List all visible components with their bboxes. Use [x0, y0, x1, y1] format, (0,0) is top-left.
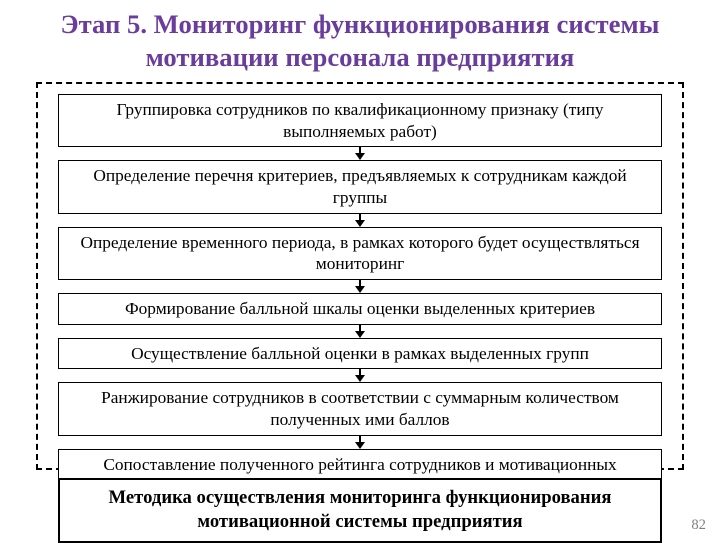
- arrow-down-icon: [355, 436, 365, 449]
- flowchart: Группировка сотрудников по квалификацион…: [58, 94, 662, 502]
- arrow-down-icon: [355, 214, 365, 227]
- page-number: 82: [691, 517, 706, 534]
- flow-step: Определение перечня критериев, предъявля…: [58, 160, 662, 213]
- arrow-down-icon: [355, 325, 365, 338]
- arrow-down-icon: [355, 147, 365, 160]
- arrow-down-icon: [355, 369, 365, 382]
- flow-step: Формирование балльной шкалы оценки выдел…: [58, 293, 662, 325]
- flow-step: Определение временного периода, в рамках…: [58, 227, 662, 280]
- final-summary-box: Методика осуществления мониторинга функц…: [58, 478, 662, 543]
- slide-root: Этап 5. Мониторинг функционирования сист…: [0, 0, 720, 540]
- flow-step: Осуществление балльной оценки в рамках в…: [58, 338, 662, 370]
- arrow-down-icon: [355, 280, 365, 293]
- flow-step: Ранжирование сотрудников в соответствии …: [58, 382, 662, 435]
- slide-title: Этап 5. Мониторинг функционирования сист…: [0, 0, 720, 75]
- flow-step: Группировка сотрудников по квалификацион…: [58, 94, 662, 147]
